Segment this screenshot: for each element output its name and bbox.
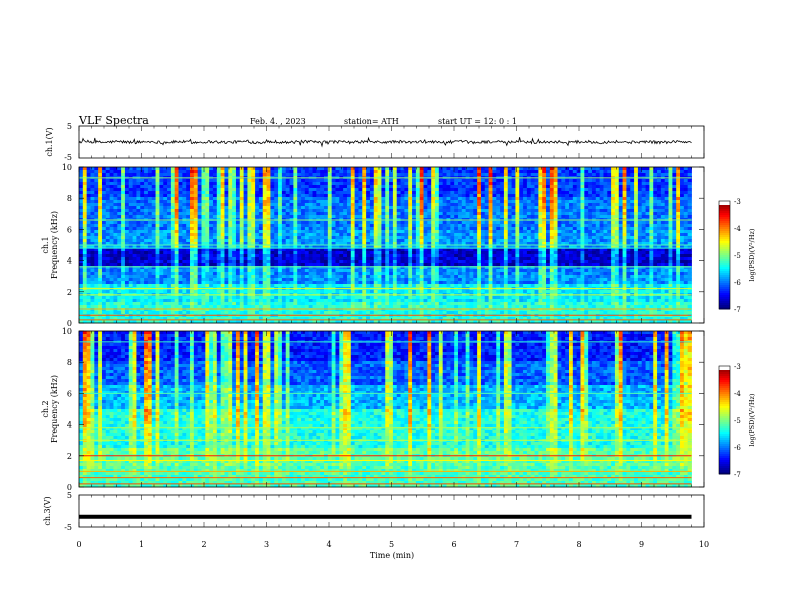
- ch2-spectrogram-panel: 10 8 6 4 2 0 ch.2 Frequency (kHz) -3 -4 -5 -6 -7 l…: [41, 327, 756, 492]
- spec-ytick-label: 10: [62, 163, 72, 172]
- x-tick-label: 3: [264, 540, 269, 549]
- time-axis: 0 1 2 3 4 5 6 7 8 9 10: [76, 126, 709, 549]
- x-tick-label: 5: [389, 540, 394, 549]
- spec-ytick-label: 0: [67, 319, 72, 328]
- ch1-waveform-panel: 5 -5 ch.1(V): [45, 122, 705, 162]
- ch3-ytick-bottom: -5: [64, 523, 72, 532]
- spec-ytick-label: 8: [67, 194, 72, 203]
- x-axis-label: Time (min): [370, 551, 414, 560]
- x-tick-label: 4: [326, 540, 331, 549]
- ch1-ytick-bottom: -5: [64, 153, 72, 162]
- x-tick-label: 7: [514, 540, 519, 549]
- colorbar-tick-label: -7: [734, 306, 741, 314]
- spec-ytick-label: 0: [67, 483, 72, 492]
- ch1-ytick-top: 5: [67, 122, 72, 131]
- ch2-spectrogram-image: [79, 331, 704, 488]
- x-tick-label: 9: [639, 540, 644, 549]
- spec-ytick-label: 2: [67, 288, 72, 297]
- date-label: Feb. 4. , 2023: [250, 117, 306, 126]
- x-tick-label: 8: [576, 540, 581, 549]
- ch1-spectrogram-panel: 10 8 6 4 2 0 ch.1 Frequency (kHz) -3 -4 -5 -6 -7 l…: [41, 163, 756, 328]
- ch1-ylabel: ch.1(V): [45, 127, 54, 156]
- ch2-spec-ylabel-ch: ch.2: [41, 400, 50, 417]
- ch2-colorbar: -3 -4 -5 -6 -7 log(PSD)(V²/Hz): [718, 363, 756, 479]
- start-ut-label: start UT = 12: 0 : 1: [438, 117, 517, 126]
- ch1-spectrogram-image: [79, 167, 704, 324]
- x-tick-label: 0: [76, 540, 81, 549]
- spec-ytick-label: 6: [67, 225, 72, 234]
- colorbar-label: log(PSD)(V²/Hz): [748, 393, 756, 446]
- spec-ytick-label: 4: [67, 421, 72, 430]
- ch3-waveform-panel: 5 -5 ch.3(V): [43, 491, 705, 532]
- colorbar-tick-label: -6: [734, 444, 741, 452]
- colorbar-tick-label: -4: [734, 225, 741, 233]
- ch2-spec-ylabel-freq: Frequency (kHz): [50, 375, 59, 443]
- x-tick-label: 2: [201, 540, 206, 549]
- ch3-ylabel: ch.3(V): [43, 496, 52, 525]
- spec-ytick-label: 8: [67, 358, 72, 367]
- colorbar-label: log(PSD)(V²/Hz): [748, 228, 756, 281]
- spec-ytick-label: 6: [67, 389, 72, 398]
- colorbar-tick-label: -3: [734, 363, 741, 371]
- ch1-waveform-line: [78, 136, 692, 148]
- figure-title: VLF Spectra: [78, 114, 149, 127]
- ch1-colorbar: -3 -4 -5 -6 -7 log(PSD)(V²/Hz): [718, 198, 756, 314]
- spec-ytick-label: 10: [62, 327, 72, 336]
- x-tick-label: 10: [699, 540, 709, 549]
- spec-ytick-label: 4: [67, 257, 72, 266]
- colorbar-tick-label: -4: [734, 390, 741, 398]
- ch1-spec-ylabel-ch: ch.1: [41, 236, 50, 253]
- colorbar-tick-label: -3: [734, 198, 741, 206]
- colorbar-tick-label: -7: [734, 471, 741, 479]
- colorbar-tick-label: -5: [734, 252, 741, 260]
- x-tick-label: 6: [451, 540, 456, 549]
- x-tick-label: 1: [139, 540, 144, 549]
- station-label: station= ATH: [344, 117, 399, 126]
- colorbar-tick-label: -6: [734, 279, 741, 287]
- spec-ytick-label: 2: [67, 452, 72, 461]
- ch1-spec-ylabel-freq: Frequency (kHz): [50, 211, 59, 279]
- ch3-ytick-top: 5: [67, 491, 72, 500]
- colorbar-tick-label: -5: [734, 417, 741, 425]
